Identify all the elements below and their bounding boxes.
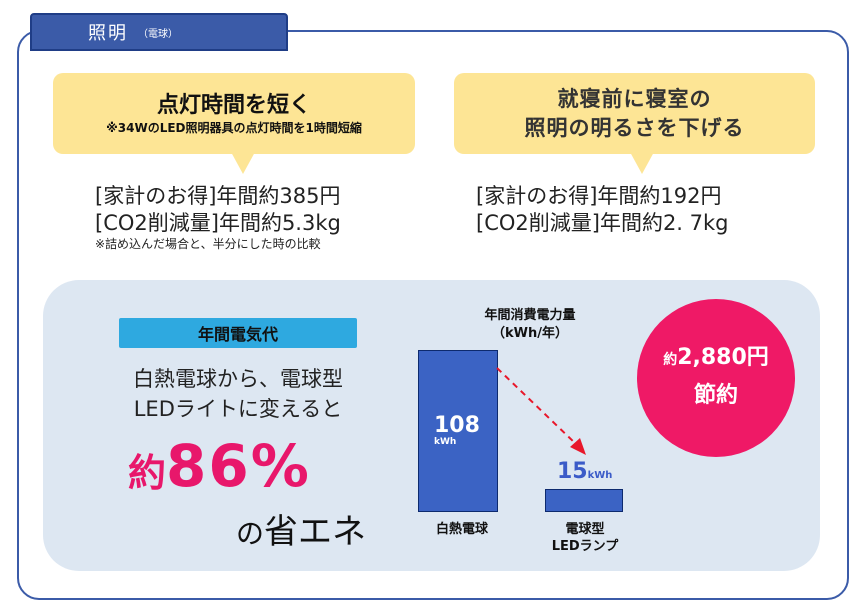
tip-right-savings-money: [家計のお得]年間約192円 xyxy=(476,184,722,208)
tip-left-savings: [家計のお得]年間約385円 [CO2削減量]年間約5.3kg ※詰め込んだ場合… xyxy=(95,183,341,251)
bar-led-unit: kWh xyxy=(587,470,613,481)
annual-cost-label: 年間電気代 xyxy=(119,318,357,348)
category-tab: 照明 （電球） xyxy=(30,13,288,51)
tab-subtitle: （電球） xyxy=(138,28,178,40)
bar-incandescent-value: 108 kWh xyxy=(434,413,480,448)
saving-percent: 約86% xyxy=(128,432,348,500)
category-led-line2: LEDランプ xyxy=(551,539,619,554)
category-incandescent-line1: 白熱電球 xyxy=(435,522,488,537)
bar-led-value: 15kWh xyxy=(557,459,612,484)
tip-right-savings-co2: [CO2削減量]年間約2. 7kg xyxy=(476,211,729,235)
tip-left-savings-money: [家計のお得]年間約385円 xyxy=(95,184,341,208)
tip-right-savings: [家計のお得]年間約192円 [CO2削減量]年間約2. 7kg xyxy=(476,183,729,237)
conclusion-main: 省エネ xyxy=(264,512,367,552)
saving-percent-value: 86% xyxy=(166,432,311,500)
bar-led-number: 15 xyxy=(557,459,588,484)
tab-title: 照明 xyxy=(88,23,128,44)
savings-amount: 約2,880円 xyxy=(663,343,769,375)
savings-label: 節約 xyxy=(693,383,738,408)
tip-right-title-line1: 就寝前に寝室の xyxy=(557,86,712,111)
chart-title-line2: （kWh/年） xyxy=(492,326,568,341)
tip-left-savings-co2: [CO2削減量]年間約5.3kg xyxy=(95,211,341,235)
category-label-incandescent: 白熱電球 xyxy=(412,521,512,538)
bar-led xyxy=(545,489,623,512)
annual-desc-line1: 白熱電球から、電球型 xyxy=(133,367,343,391)
savings-amount-prefix: 約 xyxy=(663,352,678,368)
category-led-line1: 電球型 xyxy=(565,522,605,537)
savings-amount-value: 2,880円 xyxy=(677,345,769,370)
conclusion-prefix: の xyxy=(236,517,265,550)
tip-left-title: 点灯時間を短く xyxy=(156,92,311,118)
tip-left-footnote: ※詰め込んだ場合と、半分にした時の比較 xyxy=(95,237,321,251)
chart-title: 年間消費電力量 （kWh/年） xyxy=(446,307,614,343)
tip-left-note: ※34WのLED照明器具の点灯時間を1時間短縮 xyxy=(106,120,362,135)
bar-incandescent xyxy=(418,350,498,512)
energy-saving-conclusion: の省エネ xyxy=(236,504,366,553)
tip-right-title-line2: 照明の明るさを下げる xyxy=(524,115,745,140)
bar-incandescent-number: 108 xyxy=(434,413,480,438)
saving-percent-prefix: 約 xyxy=(128,451,167,495)
category-label-led: 電球型 LEDランプ xyxy=(529,521,641,555)
bar-incandescent-unit: kWh xyxy=(434,437,457,447)
tip-bubble-dim-bedroom: 就寝前に寝室の 照明の明るさを下げる xyxy=(454,73,815,174)
tip-bubble-shorten-time: 点灯時間を短く ※34WのLED照明器具の点灯時間を1時間短縮 xyxy=(53,73,415,174)
annual-desc-line2: LEDライトに変えると xyxy=(133,397,343,421)
annual-description: 白熱電球から、電球型 LEDライトに変えると xyxy=(119,364,357,424)
savings-circle: 約2,880円 節約 xyxy=(637,299,795,457)
chart-title-line1: 年間消費電力量 xyxy=(484,308,576,323)
